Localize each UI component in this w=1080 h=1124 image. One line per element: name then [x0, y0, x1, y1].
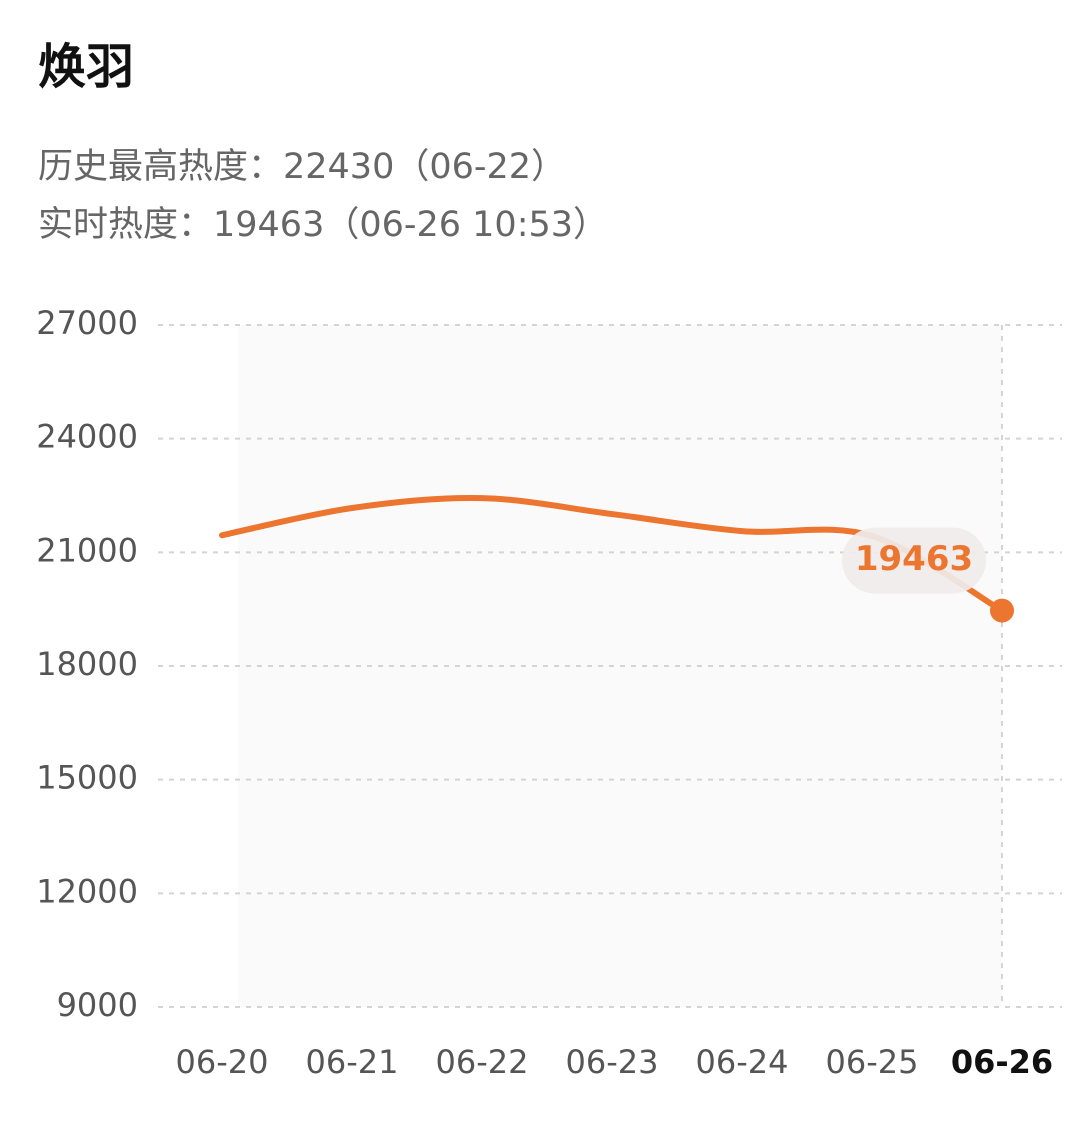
y-tick-label: 9000 [57, 986, 138, 1024]
data-label: 19463 [855, 539, 973, 579]
x-tick-label: 06-24 [696, 1043, 789, 1081]
label-pill [842, 527, 986, 594]
y-tick-label: 27000 [36, 304, 138, 342]
y-tick-label: 21000 [36, 531, 138, 569]
x-tick-label: 06-21 [306, 1043, 399, 1081]
x-tick-label: 06-26 [951, 1043, 1053, 1081]
x-tick-label: 06-23 [566, 1043, 659, 1081]
point [990, 598, 1014, 623]
info-line: 实时热度：19463（06-26 10:53） [38, 205, 608, 245]
x-tick-label: 06-20 [176, 1043, 269, 1081]
x-tick-label: 06-22 [436, 1043, 529, 1081]
y-tick-label: 15000 [36, 759, 138, 797]
x-tick-label: 06-25 [826, 1043, 919, 1081]
title: 焕羽 [38, 39, 134, 95]
info-line: 历史最高热度：22430（06-22） [38, 147, 566, 187]
y-tick-label: 12000 [36, 872, 138, 910]
y-tick-label: 24000 [36, 418, 138, 456]
y-tick-label: 18000 [36, 645, 138, 683]
